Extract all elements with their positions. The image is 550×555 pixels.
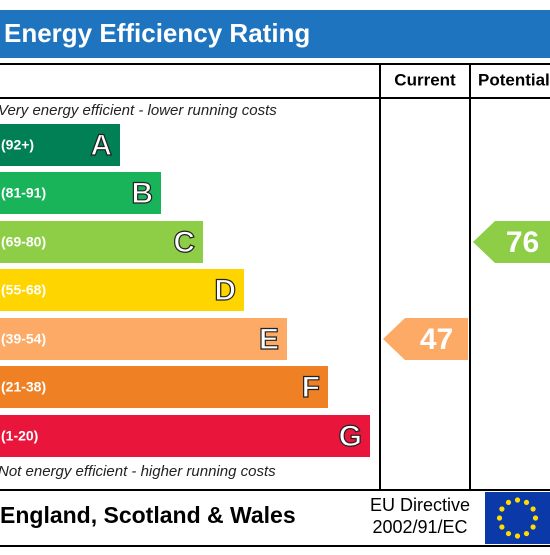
eu-star	[530, 524, 536, 530]
current-value: 47	[420, 323, 453, 356]
band-range: (92+)	[1, 137, 34, 153]
title-bar	[0, 10, 550, 58]
eu-star	[514, 497, 521, 503]
band	[0, 269, 244, 311]
eu-star	[514, 533, 521, 539]
eu-star	[499, 524, 505, 530]
potential-arrow	[473, 221, 550, 263]
band-range: (55-68)	[1, 282, 46, 298]
band-range: (69-80)	[1, 234, 46, 250]
band-range: (1-20)	[1, 428, 38, 444]
current-arrow	[383, 318, 468, 360]
band-letter: G	[339, 420, 362, 453]
band-letter: F	[302, 371, 320, 404]
band	[0, 415, 370, 457]
eu-star	[530, 506, 536, 512]
top-note: Very energy efficient - lower running co…	[0, 102, 277, 119]
band-letter: E	[259, 323, 279, 356]
title: Energy Efficiency Rating	[4, 18, 310, 48]
band-range: (39-54)	[1, 331, 46, 347]
bottom-note: Not energy efficient - higher running co…	[0, 463, 276, 480]
band-letter: C	[173, 226, 195, 259]
band-range: (21-38)	[1, 379, 46, 395]
frame	[0, 63, 550, 547]
region: England, Scotland & Wales	[0, 502, 296, 528]
band	[0, 124, 120, 166]
eu-star	[523, 499, 530, 506]
band	[0, 366, 328, 408]
eu-star	[496, 515, 503, 521]
band	[0, 318, 287, 360]
band-range: (81-91)	[1, 185, 46, 201]
eu-star	[505, 530, 512, 537]
directive-line: 2002/91/EC	[372, 517, 467, 537]
eu-star	[499, 506, 505, 512]
band-letter: D	[214, 274, 236, 307]
eu-star	[523, 530, 530, 537]
eu-star	[505, 499, 512, 506]
band	[0, 172, 161, 214]
current-header: Current	[394, 70, 456, 89]
potential-value: 76	[506, 226, 539, 259]
band-letter: A	[90, 129, 112, 162]
band-letter: B	[131, 177, 153, 210]
eu-star	[532, 515, 539, 521]
band	[0, 221, 203, 263]
eu-stars	[496, 497, 539, 539]
directive-line: EU Directive	[370, 495, 470, 515]
potential-header: Potential	[478, 70, 550, 89]
